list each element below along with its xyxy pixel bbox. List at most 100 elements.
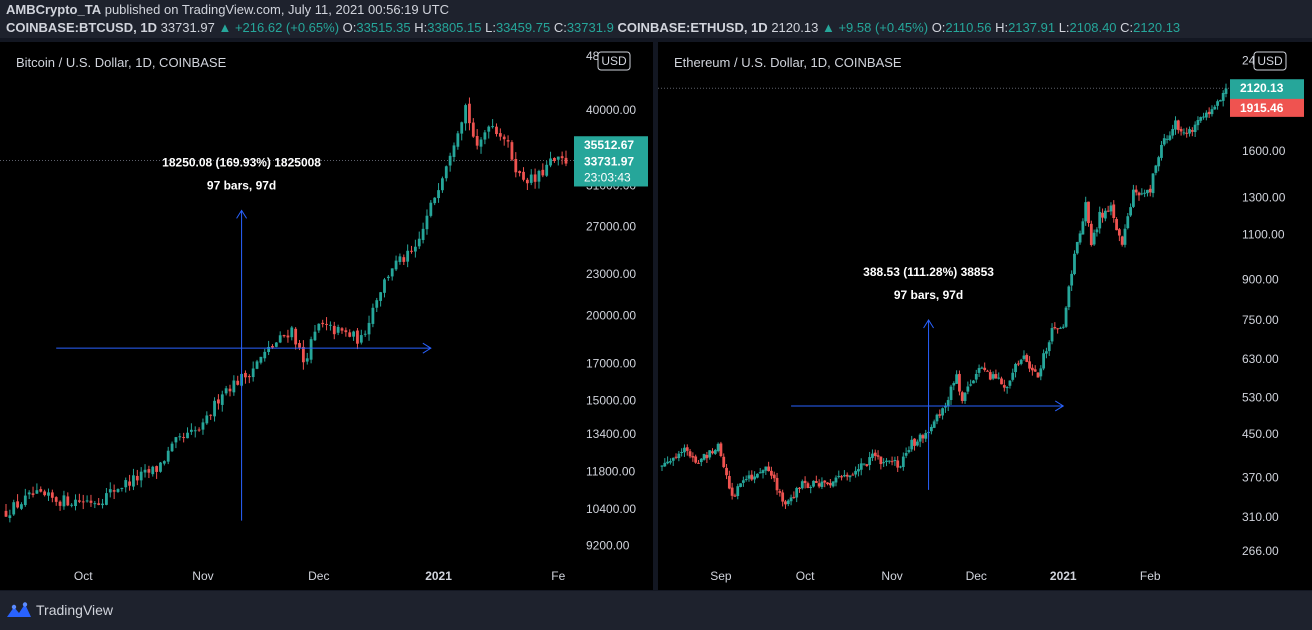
btc-candle-body — [448, 155, 452, 166]
btc-y-tick-label: 11800.00 — [586, 465, 635, 479]
eth-candle-body — [890, 461, 894, 463]
eth-candle-body — [1109, 205, 1113, 212]
eth-candle-body — [1134, 189, 1138, 193]
author-name[interactable]: AMBCrypto_TA — [6, 2, 102, 17]
published-text: published on TradingView.com, July 11, 2… — [104, 2, 449, 17]
eth-candle-body — [851, 474, 855, 476]
btc-candle-body — [410, 250, 413, 252]
eth-candle-body — [669, 461, 672, 463]
btc-candle-body — [39, 489, 43, 492]
btc-candle-body — [43, 491, 47, 496]
eth-candle-body — [997, 377, 1001, 379]
eth-candle-body — [938, 414, 942, 416]
eth-candle-body — [671, 457, 675, 461]
btc-candle-body — [483, 132, 487, 140]
eth-candle-body — [1196, 120, 1200, 126]
eth-x-tick-label: Sep — [710, 569, 732, 583]
eth-candle-body — [1162, 138, 1166, 145]
eth-symbol[interactable]: COINBASE:ETHUSD, 1D — [617, 20, 768, 35]
btc-candle-body — [518, 171, 522, 174]
btc-candle-body — [124, 480, 128, 488]
btc-candle-body — [108, 489, 112, 493]
eth-y-tick-label: 530.00 — [1242, 390, 1279, 404]
btc-candle-body — [274, 342, 278, 347]
eth-candle-body — [1202, 116, 1205, 118]
btc-candle-body — [186, 432, 189, 439]
eth-open-label: O: — [931, 20, 946, 35]
eth-candle-body — [691, 456, 695, 458]
btc-candle-body — [4, 510, 8, 517]
btc-x-tick-label: Dec — [308, 569, 329, 583]
eth-candle-body — [904, 453, 908, 456]
btc-candle-body — [522, 171, 525, 180]
btc-candle-body — [54, 497, 58, 502]
eth-candle-body — [935, 414, 939, 422]
btc-candle-body — [251, 368, 255, 378]
btc-candle-body — [178, 436, 182, 438]
eth-candle-body — [1165, 138, 1169, 140]
eth-candle-body — [983, 367, 987, 371]
btc-candle-body — [386, 276, 390, 279]
eth-candle-body — [786, 500, 790, 505]
eth-candle-body — [784, 501, 787, 505]
tradingview-brand[interactable]: TradingView — [36, 602, 114, 618]
eth-candle-body — [958, 373, 961, 392]
btc-candle-body — [394, 260, 398, 270]
btc-symbol[interactable]: COINBASE:BTCUSD, 1D — [6, 20, 157, 35]
eth-candle-body — [1000, 378, 1003, 385]
btc-candle-body — [286, 335, 290, 338]
btc-chart[interactable]: Bitcoin / U.S. Dollar, 1D, COINBASE 18250… — [0, 42, 653, 590]
eth-candle-body — [1168, 135, 1172, 140]
btc-candle-body — [112, 490, 116, 492]
eth-candle-body — [882, 462, 886, 464]
btc-chart-panel[interactable]: Bitcoin / U.S. Dollar, 1D, COINBASE 18250… — [0, 42, 653, 590]
btc-candle-body — [85, 500, 89, 502]
btc-candle-body — [514, 158, 518, 173]
eth-low-label: L: — [1058, 20, 1070, 35]
eth-candle-body — [879, 456, 883, 465]
eth-candle-body — [1157, 157, 1161, 167]
eth-candle-body — [778, 491, 782, 493]
eth-candle-body — [806, 483, 810, 488]
btc-close-label: C: — [553, 20, 567, 35]
btc-candle-body — [128, 481, 131, 486]
eth-candle-body — [1014, 364, 1017, 373]
eth-chart[interactable]: Ethereum / U.S. Dollar, 1D, COINBASE 388.… — [658, 42, 1312, 590]
btc-chart-title: Bitcoin / U.S. Dollar, 1D, COINBASE — [16, 55, 227, 70]
btc-candle-body — [363, 333, 367, 335]
btc-candle-body — [93, 503, 97, 505]
eth-candle-body — [1115, 219, 1118, 231]
eth-candle-body — [980, 367, 984, 369]
btc-candle-body — [537, 170, 541, 182]
btc-up-arrow-icon: ▲ — [218, 20, 232, 35]
btc-candle-body — [398, 256, 402, 262]
btc-low: 33459.75 — [495, 20, 551, 35]
eth-candle-body — [907, 450, 911, 453]
eth-candle-body — [708, 450, 712, 458]
eth-candle-body — [660, 465, 664, 467]
eth-candle-body — [1224, 88, 1228, 94]
eth-candle-body — [955, 374, 959, 384]
btc-candle-body — [425, 215, 429, 230]
eth-candle-body — [1112, 204, 1116, 218]
eth-candle-body — [1061, 326, 1065, 328]
eth-candle-body — [1036, 372, 1040, 378]
eth-candle-body — [772, 474, 776, 479]
eth-candle-body — [949, 386, 953, 401]
eth-candle-body — [817, 483, 821, 487]
eth-candle-body — [837, 475, 841, 477]
btc-candle-body — [471, 122, 475, 137]
eth-candle-body — [1174, 120, 1177, 130]
btc-candle-body — [468, 103, 471, 124]
eth-candle-body — [915, 441, 919, 446]
btc-candle-body — [143, 469, 147, 473]
eth-price-label: 1915.46 — [1240, 101, 1284, 115]
eth-candle-body — [702, 454, 706, 460]
eth-candle-body — [910, 439, 914, 450]
eth-candle-body — [699, 458, 703, 463]
tradingview-logo-icon[interactable] — [6, 602, 32, 623]
eth-high: 2137.91 — [1008, 20, 1056, 35]
header-bar: AMBCrypto_TA published on TradingView.co… — [0, 0, 1312, 38]
eth-chart-panel[interactable]: Ethereum / U.S. Dollar, 1D, COINBASE 388.… — [658, 42, 1312, 590]
btc-candle-body — [556, 156, 560, 160]
